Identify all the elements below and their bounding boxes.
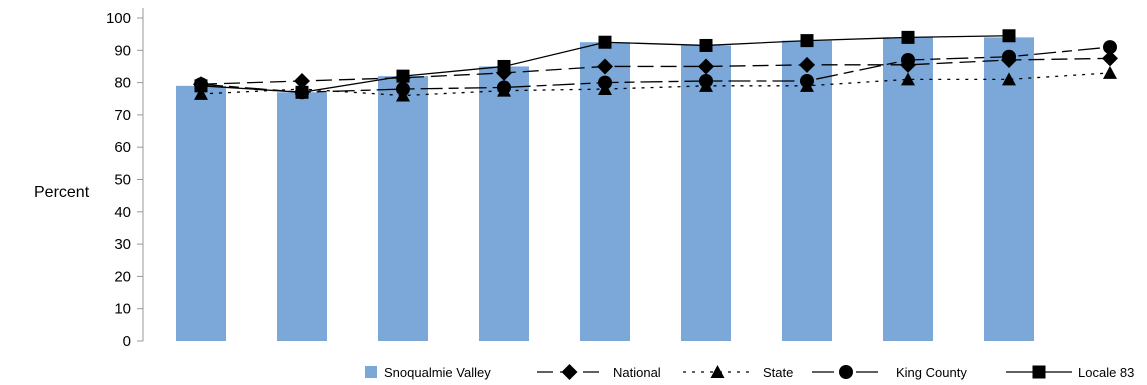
data-point-diamond <box>1102 50 1118 67</box>
y-tick-label: 90 <box>114 42 131 59</box>
bar <box>883 37 933 341</box>
legend-label: National <box>613 365 661 380</box>
data-point-square <box>699 38 713 52</box>
line-series-group <box>193 29 1118 102</box>
legend-marker-circle <box>839 365 853 379</box>
data-point-square <box>901 30 915 44</box>
data-point-square <box>194 79 208 93</box>
bar <box>984 37 1034 341</box>
line-series-locale-83 <box>194 29 1016 99</box>
legend-label: Snoqualmie Valley <box>384 365 491 380</box>
legend-label: Locale 83 <box>1078 365 1134 380</box>
legend-label: State <box>763 365 793 380</box>
data-point-square <box>396 69 410 83</box>
data-point-square <box>295 85 309 99</box>
bar <box>378 76 428 341</box>
data-point-diamond <box>698 58 714 75</box>
y-axis-label: Percent <box>34 184 90 201</box>
data-point-diamond <box>294 72 310 89</box>
data-point-triangle <box>194 86 208 100</box>
series-line <box>200 57 1111 85</box>
bar <box>479 66 529 341</box>
data-point-square <box>800 34 814 48</box>
y-tick-label: 50 <box>114 172 131 189</box>
series-line <box>200 46 1111 93</box>
legend-marker-diamond <box>561 364 578 380</box>
y-tick-label: 80 <box>114 75 131 92</box>
y-tick-label: 20 <box>114 268 131 285</box>
legend-label: King County <box>896 365 967 380</box>
line-series-national <box>193 50 1118 93</box>
bar <box>176 85 226 341</box>
bar <box>681 45 731 342</box>
data-point-circle <box>800 73 814 88</box>
y-tick-label: 40 <box>114 204 131 221</box>
data-point-circle <box>598 75 612 90</box>
y-tick-label: 100 <box>106 10 131 27</box>
legend-marker-square <box>1032 365 1046 379</box>
y-tick-label: 30 <box>114 236 131 253</box>
data-point-circle <box>396 82 410 97</box>
data-point-circle <box>699 73 713 88</box>
data-point-square <box>1002 29 1016 43</box>
y-tick-label: 60 <box>114 139 131 156</box>
data-point-square <box>497 59 511 73</box>
y-axis: 0 10 20 30 40 50 60 70 80 90 100 <box>106 8 144 350</box>
y-tick-label: 10 <box>114 301 131 318</box>
y-tick-label: 70 <box>114 107 131 124</box>
data-point-diamond <box>597 58 613 75</box>
data-point-triangle <box>1002 72 1016 86</box>
series-line <box>200 72 1111 97</box>
data-point-diamond <box>799 56 815 73</box>
data-point-square <box>598 35 612 49</box>
legend-marker-triangle <box>710 365 725 378</box>
data-point-circle <box>497 80 511 95</box>
bar <box>277 92 327 341</box>
data-point-circle <box>1103 40 1117 55</box>
line-series-state <box>194 65 1117 102</box>
bar-series <box>176 37 1034 342</box>
data-point-circle <box>901 52 915 67</box>
data-point-triangle <box>901 72 915 86</box>
legend-swatch-bar <box>365 366 377 378</box>
legend: Snoqualmie Valley National State King Count… <box>365 364 1134 380</box>
data-point-circle <box>1002 49 1016 64</box>
data-point-triangle <box>1103 65 1117 79</box>
line-series-king-county <box>194 40 1117 100</box>
y-tick-label: 0 <box>123 333 131 350</box>
